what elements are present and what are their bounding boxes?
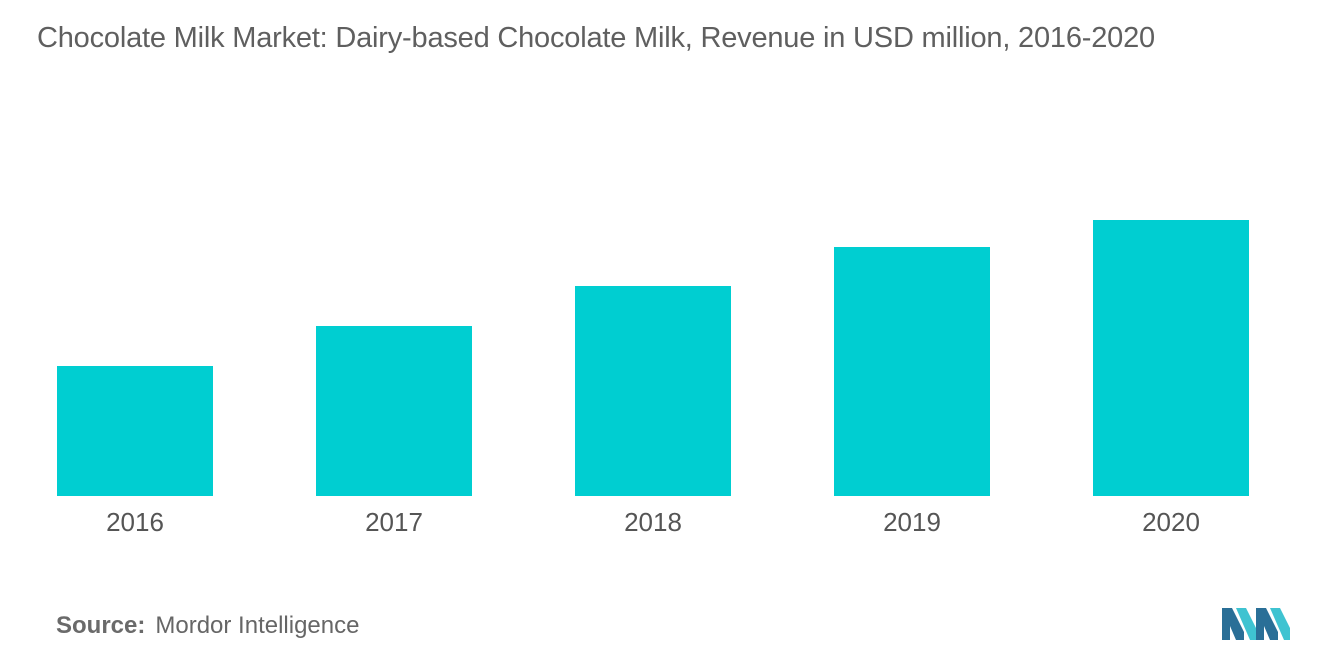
- chart-title: Chocolate Milk Market: Dairy-based Choco…: [37, 22, 1155, 54]
- x-tick-label-2017: 2017: [365, 507, 423, 537]
- x-tick-label-2020: 2020: [1142, 507, 1200, 537]
- x-tick-labels: 2016 2017 2018 2019 2020: [106, 507, 1200, 537]
- source-value: Mordor Intelligence: [155, 612, 360, 639]
- bar-2019: [834, 247, 990, 496]
- bars-group: [57, 220, 1249, 496]
- bar-2020: [1093, 220, 1249, 496]
- x-tick-label-2018: 2018: [624, 507, 682, 537]
- x-tick-label-2016: 2016: [106, 507, 164, 537]
- source-note: Source: Mordor Intelligence: [56, 612, 359, 640]
- bar-2018: [575, 286, 731, 496]
- mordor-intelligence-logo-icon: [1222, 608, 1290, 640]
- x-tick-label-2019: 2019: [883, 507, 941, 537]
- bar-2017: [316, 326, 472, 496]
- bar-chart: 2016 2017 2018 2019 2020: [57, 220, 1249, 537]
- bar-2016: [57, 366, 213, 496]
- source-label: Source:: [56, 612, 146, 639]
